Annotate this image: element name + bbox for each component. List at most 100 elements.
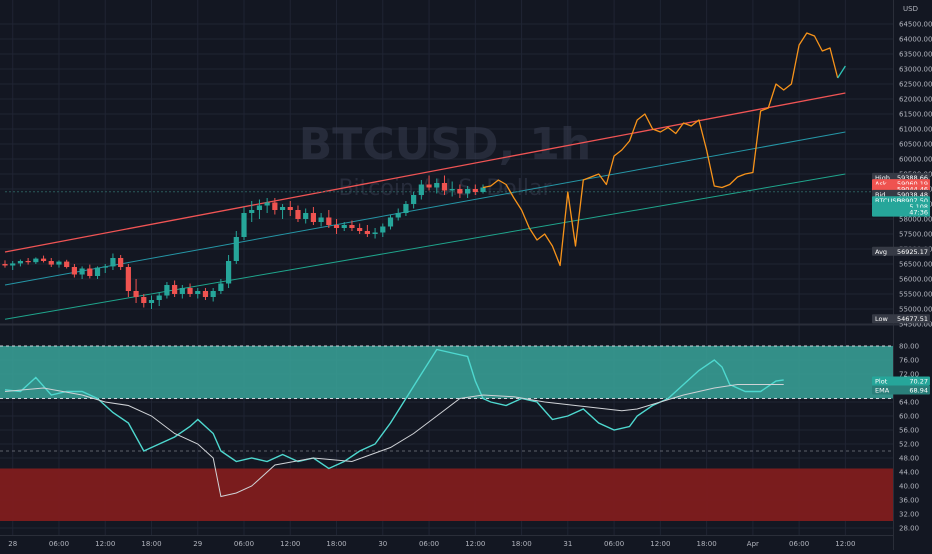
price-label-value: 59060.19	[897, 180, 928, 188]
price-label-box	[872, 246, 930, 256]
price-label-value: 5.108	[909, 203, 928, 211]
overbought-zone	[0, 346, 893, 399]
time-tick-label: 06:00	[234, 540, 254, 548]
price-tick-label: 64000.00	[899, 36, 932, 44]
price-tick-label: 64500.00	[899, 21, 932, 29]
price-label-value: 54677.51	[897, 315, 928, 323]
oscillator-tick-label: 36.00	[899, 497, 919, 505]
oscillator-tick-label: 80.00	[899, 343, 919, 351]
price-label-box	[872, 207, 930, 217]
price-tick-label: 63500.00	[899, 51, 932, 59]
candle-body	[249, 210, 255, 213]
time-tick-label: 12:00	[650, 540, 670, 548]
price-tick-label: 54500.00	[899, 321, 932, 329]
oscillator-label-box	[872, 376, 930, 386]
candle-body	[411, 195, 417, 204]
candle-body	[10, 263, 16, 266]
price-label-name: Avg	[875, 248, 887, 256]
time-tick-label: 28	[8, 540, 17, 548]
price-tick-label: 62000.00	[899, 96, 932, 104]
channel-lower-line	[4, 173, 846, 320]
oscillator-axis[interactable]: 28.00 32.00 36.00 40.00 44.00 48.00 52.00 56.00…	[899, 343, 919, 533]
candle-body	[202, 291, 209, 297]
oscillator-label-name: Plot	[875, 378, 888, 386]
time-tick-label: 12:00	[95, 540, 115, 548]
candle-body	[195, 291, 201, 294]
candle-body	[133, 291, 139, 297]
candle-body	[179, 288, 185, 294]
price-tick-label: 55500.00	[899, 291, 932, 299]
oscillator-label-name: EMA	[875, 387, 890, 395]
channel-upper-line	[4, 92, 846, 253]
candle-body	[218, 283, 224, 291]
candle-body	[465, 189, 471, 194]
candle-body	[187, 288, 193, 294]
time-tick-label: 12:00	[280, 540, 300, 548]
candle-body	[272, 202, 278, 210]
price-tick-label: 60000.00	[899, 156, 932, 164]
candle-body	[156, 295, 162, 300]
candle-body	[141, 297, 147, 303]
candle-body	[241, 213, 247, 237]
candle-body	[148, 300, 155, 303]
oversold-zone	[0, 468, 893, 521]
candle-body	[64, 261, 70, 267]
time-tick-label: 18:00	[511, 540, 531, 548]
price-label-value: 47:36	[909, 209, 928, 217]
price-label-name: Ask	[875, 180, 887, 188]
candle-body	[279, 207, 286, 210]
time-tick-label: 18:00	[141, 540, 161, 548]
candle-body	[326, 217, 332, 225]
time-axis[interactable]: 28 06:00 12:00 18:00 29 06:00 12:00 18:00 30 06:0…	[8, 540, 855, 548]
price-label-value: 59044.46	[897, 186, 928, 194]
candle-body	[48, 261, 54, 265]
candle-body	[387, 217, 394, 227]
plot-series-line	[4, 348, 784, 470]
price-label-name: BTCUSD	[875, 197, 901, 205]
price-tick-label: 56000.00	[899, 276, 932, 284]
candle-body	[225, 261, 232, 284]
candle-body	[341, 225, 347, 228]
candle-body	[118, 258, 124, 267]
candle-body	[164, 285, 170, 296]
price-tick-label: 56500.00	[899, 261, 932, 269]
candle-body	[287, 207, 293, 210]
time-tick-label: 06:00	[419, 540, 439, 548]
price-label-name: Bid	[875, 191, 885, 199]
price-tick-label: 62500.00	[899, 81, 932, 89]
price-axis[interactable]: 54500.00 55000.00 55500.00 56000.00 56500.00…	[899, 21, 932, 329]
price-tick-label: 61000.00	[899, 126, 932, 134]
candle-body	[449, 189, 455, 191]
candle-body	[71, 267, 77, 275]
candle-body	[472, 189, 478, 192]
price-tick-label: 57500.00	[899, 231, 932, 239]
candle-body	[256, 205, 263, 210]
oscillator-tick-label: 64.00	[899, 399, 919, 407]
oscillator-tick-label: 56.00	[899, 427, 919, 435]
time-tick-label: 18:00	[326, 540, 346, 548]
forecast-tail	[837, 65, 846, 79]
candle-body	[102, 266, 108, 268]
candle-body	[233, 237, 239, 261]
candle-body	[110, 258, 116, 267]
price-tick-label: 60500.00	[899, 141, 932, 149]
time-tick-label: 29	[193, 540, 202, 548]
candle-body	[303, 213, 309, 219]
oscillator-label-value: 68.94	[909, 387, 928, 395]
time-tick-label: 06:00	[49, 540, 69, 548]
candle-body	[318, 217, 324, 222]
candle-body	[372, 232, 378, 234]
oscillator-tick-label: 60.00	[899, 413, 919, 421]
candle-body	[418, 184, 424, 195]
candle-body	[480, 187, 486, 192]
candle-body	[87, 268, 93, 276]
candle-body	[264, 202, 270, 206]
candlestick-series	[2, 175, 486, 309]
candle-body	[349, 225, 355, 228]
candle-body	[426, 184, 432, 188]
candle-body	[17, 261, 24, 264]
oscillator-tick-label: 72.00	[899, 371, 919, 379]
rsi-zones	[0, 345, 893, 521]
